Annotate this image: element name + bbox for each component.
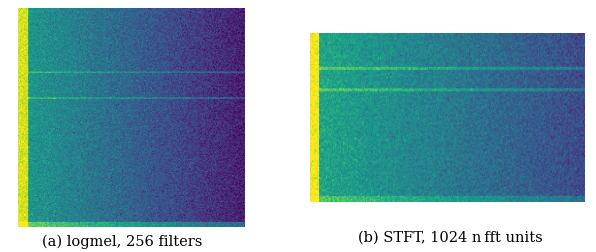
Text: (b) STFT, 1024 n fft units: (b) STFT, 1024 n fft units — [358, 230, 542, 244]
Text: (a) logmel, 256 filters: (a) logmel, 256 filters — [42, 235, 203, 249]
